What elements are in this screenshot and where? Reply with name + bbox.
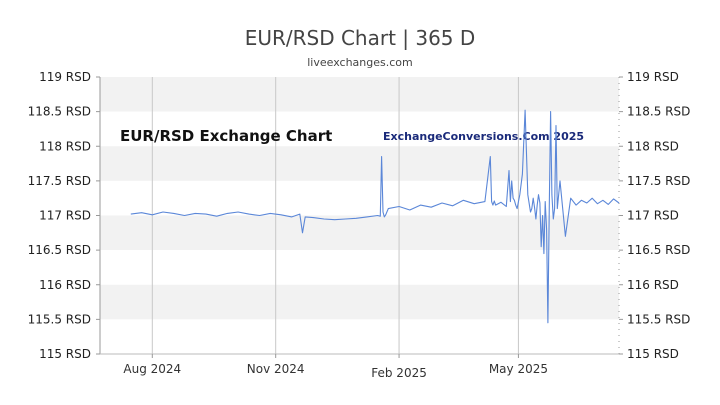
chart-subtitle: liveexchanges.com [307,56,413,69]
plot-band [100,146,619,181]
plot-band [100,111,619,147]
chart-title: EUR/RSD Chart | 365 D [244,26,476,50]
x-tick-label: Feb 2025 [371,366,427,380]
x-tick-label: Nov 2024 [247,362,305,376]
y-tick-label-right: 116 RSD [627,278,679,292]
y-tick-label-left: 118 RSD [39,139,91,153]
y-ticks-left: 119 RSD 118.5 RSD 118 RSD 117.5 RSD 117 RSD 1… [28,70,100,361]
y-tick-label-left: 118.5 RSD [28,105,91,119]
y-tick-label-right: 116.5 RSD [627,243,690,257]
plot-bands [100,77,619,354]
y-ticks-right: 119 RSD 118.5 RSD 118 RSD 117.5 RSD 117 RSD 1… [619,70,690,361]
y-tick-label-right: 117 RSD [627,209,679,223]
chart-annotation-left: EUR/RSD Exchange Chart [120,127,332,145]
y-tick-label-right: 118.5 RSD [627,105,690,119]
plot-band [100,215,619,251]
y-tick-label-right: 115.5 RSD [627,312,690,326]
y-tick-label-right: 119 RSD [627,70,679,84]
x-tick-label: Aug 2024 [123,362,181,376]
y-tick-label-left: 116 RSD [39,278,91,292]
chart-annotation-right: ExchangeConversions.Com 2025 [383,130,584,143]
x-ticks: Aug 2024 Nov 2024 Feb 2025 May 2025 [123,354,548,380]
y-tick-label-right: 117.5 RSD [627,174,690,188]
y-tick-label-left: 117.5 RSD [28,174,91,188]
y-tick-label-right: 118 RSD [627,139,679,153]
plot-band [100,284,619,320]
x-tick-label: May 2025 [489,362,548,376]
y-tick-label-left: 116.5 RSD [28,243,91,257]
plot-band [100,180,619,216]
series-line [130,109,620,324]
plot-band [100,250,619,285]
vertical-gridlines [151,77,519,354]
y-tick-label-right: 115 RSD [627,347,679,361]
plot-band [100,319,619,354]
y-tick-label-left: 117 RSD [39,209,91,223]
y-tick-label-left: 115.5 RSD [28,312,91,326]
plot-band [100,77,619,112]
series-group [130,109,620,324]
y-tick-label-left: 115 RSD [39,347,91,361]
y-tick-label-left: 119 RSD [39,70,91,84]
